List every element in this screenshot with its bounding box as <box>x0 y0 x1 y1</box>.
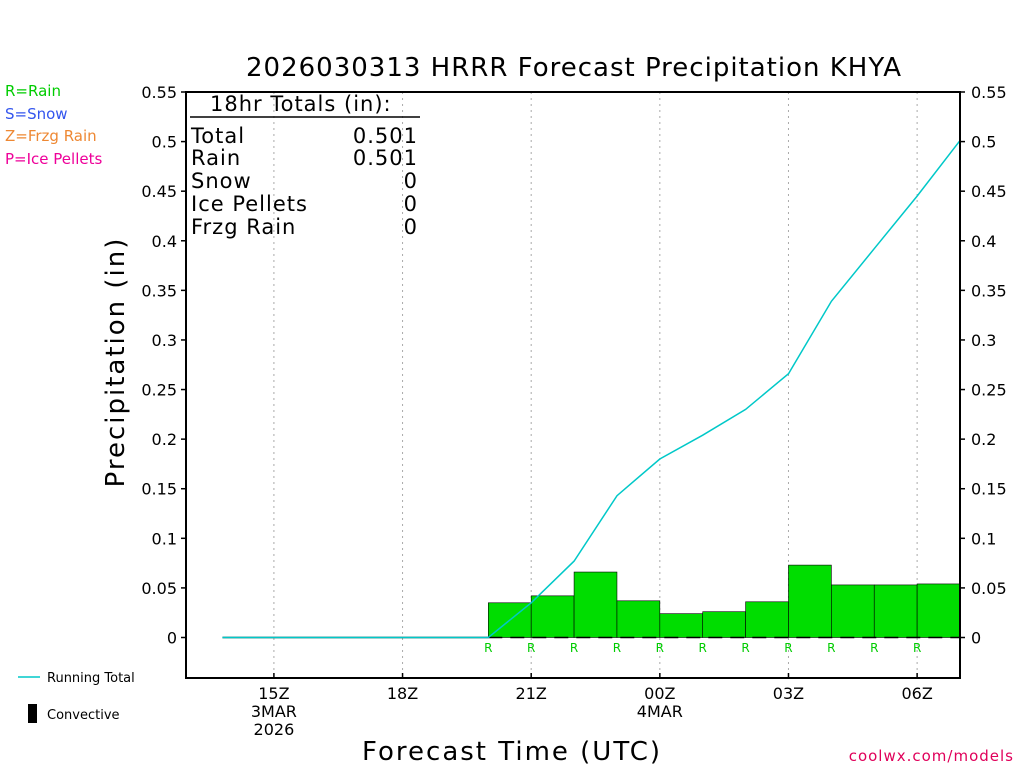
precip-bar-7 <box>788 564 832 638</box>
watermark: coolwx.com/models <box>849 747 1014 765</box>
precip-bar-10 <box>916 583 961 638</box>
precip-type-code-6: R <box>741 641 749 655</box>
totals-label-ice-pellets: Ice Pellets <box>191 192 308 216</box>
totals-label-total: Total <box>190 124 245 148</box>
xtick-label-0-0: 15Z <box>258 684 289 703</box>
ytick-left-label-8: 0.15 <box>141 480 177 499</box>
precip-type-code-5: R <box>699 641 707 655</box>
ytick-left-label-2: 0.45 <box>141 182 177 201</box>
xtick-label-0-1: 3MAR <box>251 702 297 721</box>
ytick-left-label-7: 0.2 <box>152 430 177 449</box>
totals-label-snow: Snow <box>191 169 252 193</box>
ytick-left-label-4: 0.35 <box>141 281 177 300</box>
totals-value-rain: 0.501 <box>353 146 418 170</box>
ytick-right-label-7: 0.2 <box>971 430 996 449</box>
xtick-label-5-0: 06Z <box>901 684 932 703</box>
y-axis-label: Precipitation (in) <box>101 237 131 488</box>
precip-type-code-4: R <box>656 641 664 655</box>
ytick-right-label-1: 0.5 <box>971 133 996 152</box>
legend-ice-pellets: P=Ice Pellets <box>5 150 102 168</box>
ytick-right-label-6: 0.25 <box>971 381 1007 400</box>
totals-value-total: 0.501 <box>353 124 418 148</box>
ytick-left-label-1: 0.5 <box>152 133 177 152</box>
precip-bars <box>488 564 961 638</box>
plot-frame <box>185 91 961 679</box>
totals-header: 18hr Totals (in): <box>210 92 392 116</box>
xtick-label-3-1: 4MAR <box>637 702 683 721</box>
vertical-gridlines <box>273 92 918 678</box>
running-total-polyline <box>222 140 961 639</box>
xtick-label-2-0: 21Z <box>516 684 547 703</box>
precip-type-code-8: R <box>827 641 835 655</box>
ytick-right-label-2: 0.45 <box>971 182 1007 201</box>
precip-bar-9 <box>873 584 918 638</box>
totals-label-rain: Rain <box>191 146 241 170</box>
precip-bar-1 <box>530 595 575 638</box>
convective-legend-swatch <box>28 704 37 723</box>
ytick-left-label-0: 0.55 <box>141 83 177 102</box>
ytick-left-label-6: 0.25 <box>141 381 177 400</box>
xtick-label-0-2: 2026 <box>254 720 295 739</box>
series-legend: Running Total Convective <box>18 671 135 723</box>
precip-type-legend: R=Rain S=Snow Z=Frzg Rain P=Ice Pellets <box>5 82 102 168</box>
ytick-right-label-11: 0 <box>971 629 981 648</box>
y-ticks-left: 0.55 0.5 0.45 0.4 0.35 0.3 0.25 0.2 0.15 0.1 0.05 0 <box>141 83 186 648</box>
ytick-left-label-5: 0.3 <box>152 331 177 350</box>
ytick-right-label-4: 0.35 <box>971 281 1007 300</box>
ytick-right-label-3: 0.4 <box>971 232 996 251</box>
precip-bar-8 <box>831 584 875 638</box>
precip-bar-6 <box>745 601 789 638</box>
legend-snow: S=Snow <box>5 105 68 123</box>
ytick-left-label-11: 0 <box>167 629 177 648</box>
precip-bar-2 <box>573 571 618 638</box>
precip-type-code-9: R <box>870 641 878 655</box>
ytick-right-label-9: 0.1 <box>971 529 996 548</box>
running-total-line <box>222 140 961 639</box>
precip-type-code-7: R <box>784 641 792 655</box>
ytick-right-label-10: 0.05 <box>971 579 1007 598</box>
totals-label-frzg-rain: Frzg Rain <box>191 215 296 239</box>
legend-rain: R=Rain <box>5 82 61 100</box>
chart-title: 2026030313 HRRR Forecast Precipitation K… <box>246 53 902 83</box>
running-total-legend-label: Running Total <box>47 671 135 686</box>
legend-frzg-rain: Z=Frzg Rain <box>5 127 97 145</box>
precip-type-code-10: R <box>913 641 921 655</box>
totals-value-ice-pellets: 0 <box>404 192 418 216</box>
precip-type-code-1: R <box>527 641 535 655</box>
x-axis-label: Forecast Time (UTC) <box>362 737 662 767</box>
precip-type-code-3: R <box>613 641 621 655</box>
totals-value-snow: 0 <box>404 169 418 193</box>
totals-value-frzg-rain: 0 <box>404 215 418 239</box>
totals-box: 18hr Totals (in): Total 0.501 Rain 0.501… <box>190 92 420 239</box>
xtick-label-4-0: 03Z <box>773 684 804 703</box>
precip-bar-3 <box>616 600 661 638</box>
precip-type-code-0: R <box>484 641 492 655</box>
ytick-left-label-3: 0.4 <box>152 232 177 251</box>
convective-legend-label: Convective <box>47 708 120 723</box>
precip-bar-4 <box>659 613 704 638</box>
precip-type-code-2: R <box>570 641 578 655</box>
ytick-right-label-0: 0.55 <box>971 83 1007 102</box>
xtick-label-3-0: 00Z <box>644 684 675 703</box>
ytick-right-label-8: 0.15 <box>971 480 1007 499</box>
ytick-left-label-10: 0.05 <box>141 579 177 598</box>
y-ticks-right: 0.55 0.5 0.45 0.4 0.35 0.3 0.25 0.2 0.15 0.1 0.05 0 <box>960 83 1007 648</box>
precip-bar-5 <box>702 611 746 638</box>
ytick-left-label-9: 0.1 <box>152 529 177 548</box>
ytick-right-label-5: 0.3 <box>971 331 996 350</box>
xtick-label-1-0: 18Z <box>387 684 418 703</box>
